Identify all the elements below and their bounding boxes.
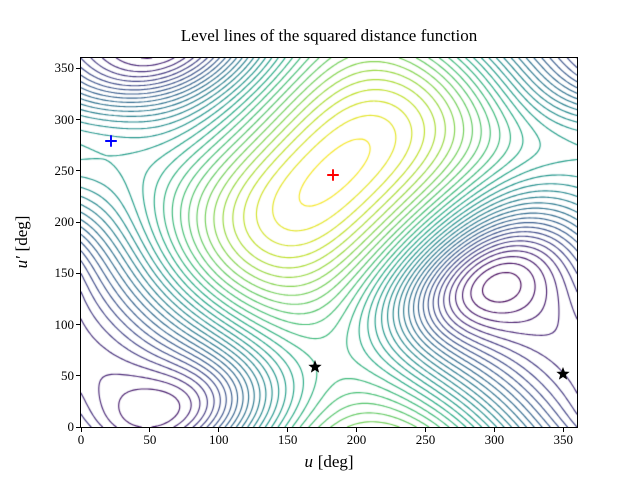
contour-canvas <box>81 58 577 427</box>
x-tick <box>562 428 564 432</box>
plot-area <box>80 57 578 428</box>
y-tick-label: 250 <box>54 162 75 178</box>
y-tick <box>76 426 80 428</box>
x-tick-label: 350 <box>553 432 573 447</box>
x-tick-label: 100 <box>209 432 229 447</box>
x-tick <box>424 428 426 432</box>
x-tick-label: 50 <box>143 432 157 447</box>
y-tick-label: 0 <box>67 419 75 434</box>
x-tick <box>218 428 220 432</box>
y-tick-label: 300 <box>54 111 75 127</box>
x-tick <box>287 428 289 432</box>
y-tick-label: 100 <box>54 316 75 332</box>
y-tick <box>76 324 80 325</box>
x-tick-label: 150 <box>277 432 298 447</box>
y-tick-label: 350 <box>54 60 75 76</box>
y-tick-label: 50 <box>61 367 74 383</box>
y-tick <box>76 170 80 172</box>
x-axis-unit: [deg] <box>317 452 354 471</box>
y-tick-label: 200 <box>54 214 75 229</box>
y-tick <box>76 67 80 69</box>
y-tick <box>76 375 80 377</box>
x-axis-variable: u <box>304 452 313 471</box>
x-tick-label: 200 <box>346 432 367 447</box>
y-axis-unit: [deg] <box>12 215 31 252</box>
x-tick <box>80 428 82 432</box>
x-axis-label: u [deg] <box>81 452 577 472</box>
y-tick <box>76 119 80 120</box>
y-axis-variable: u′ <box>12 256 31 269</box>
y-tick <box>76 221 80 223</box>
y-tick-label: 150 <box>54 265 75 281</box>
x-tick <box>356 428 358 432</box>
x-tick <box>149 428 151 432</box>
y-axis-label: u′ [deg] <box>12 216 32 269</box>
y-tick <box>76 272 80 274</box>
x-tick-label: 0 <box>77 432 85 447</box>
chart-title: Level lines of the squared distance func… <box>180 26 478 45</box>
x-tick <box>493 428 495 432</box>
x-tick-label: 300 <box>484 432 505 447</box>
x-tick-label: 250 <box>415 432 436 447</box>
